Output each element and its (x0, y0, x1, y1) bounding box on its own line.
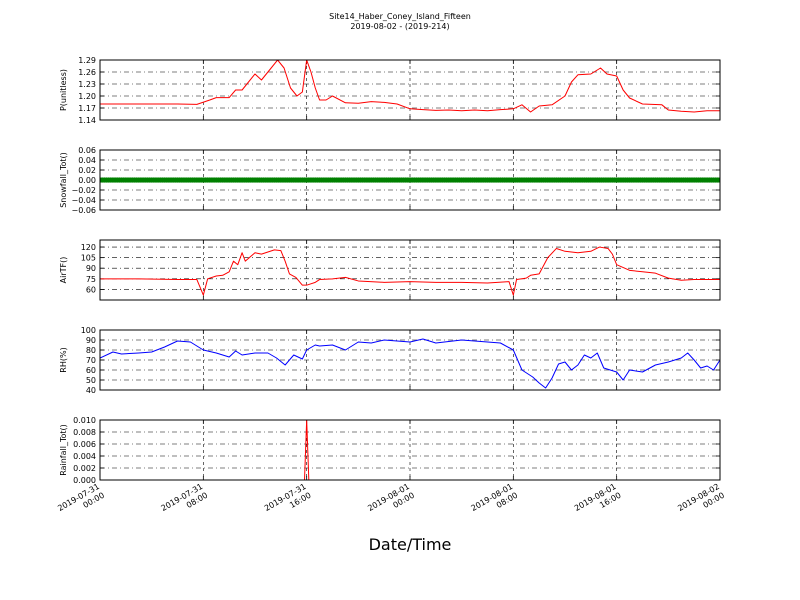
y-tick-label: 1.26 (78, 68, 96, 77)
y-tick-label: 90 (86, 264, 96, 273)
y-tick-label: 1.17 (78, 104, 96, 113)
data-points (100, 177, 720, 183)
figure-title: Site14_Haber_Coney_Island_Fifteen (329, 12, 471, 21)
y-tick-label: 1.14 (78, 116, 96, 125)
panel-2: −0.06−0.04−0.020.000.020.040.06 Snowfall_… (59, 146, 721, 215)
y-tick-label: 105 (81, 254, 96, 263)
plot-panels: 1.14 1.17 1.20 1.23 1.26 1.29 P(unitless) −0.06… (59, 56, 721, 485)
series-line (100, 60, 720, 113)
y-tick-label: 0.002 (73, 464, 96, 473)
y-tick-label: 0.000 (73, 476, 96, 485)
y-tick-label: 60 (86, 366, 96, 375)
plot-frame (99, 239, 721, 301)
series-line (100, 338, 720, 389)
panel-1: 1.14 1.17 1.20 1.23 1.26 1.29 P(unitless) (59, 56, 721, 125)
y-tick-label: 0.008 (73, 428, 96, 437)
plot-frame (99, 149, 721, 211)
y-axis-label: Snowfall_Tot() (59, 152, 68, 208)
data-point (717, 177, 720, 183)
figure-subtitle: 2019-08-02 - (2019-214) (350, 22, 449, 31)
plot-frame (99, 329, 721, 391)
y-tick-label: 0.010 (73, 416, 96, 425)
y-tick-label: 1.20 (78, 92, 96, 101)
y-tick-label: −0.06 (71, 206, 96, 215)
x-axis-label: Date/Time (369, 535, 452, 554)
y-axis-label: P(unitless) (59, 69, 68, 111)
y-tick-label: 0.00 (78, 176, 96, 185)
y-tick-label: 1.23 (78, 80, 96, 89)
panel-5: 0.000 0.002 0.004 0.006 0.008 0.010 Rainfall_T… (59, 416, 721, 485)
y-tick-label: 0.006 (73, 440, 96, 449)
y-tick-label: 80 (86, 346, 96, 355)
y-tick-label: 60 (86, 285, 96, 294)
y-tick-label: −0.02 (71, 186, 96, 195)
y-tick-label: 70 (86, 356, 96, 365)
y-axis-label: Rainfall_Tot() (59, 424, 68, 476)
y-tick-label: 50 (86, 376, 96, 385)
y-tick-label: 0.004 (73, 452, 96, 461)
plot-frame (99, 419, 721, 481)
series-line (100, 246, 720, 296)
y-tick-label: 0.06 (78, 146, 96, 155)
y-tick-label: 75 (86, 275, 96, 284)
y-tick-label: 40 (86, 386, 96, 395)
y-tick-label: 100 (81, 326, 96, 335)
y-tick-label: 120 (81, 243, 96, 252)
y-tick-label: 0.02 (78, 166, 96, 175)
y-tick-label: −0.04 (71, 196, 96, 205)
y-axis-label: RH(%) (59, 347, 68, 372)
y-tick-label: 0.04 (78, 156, 96, 165)
plot-frame (99, 59, 721, 121)
y-tick-label: 90 (86, 336, 96, 345)
y-axis-label: AirTF() (59, 257, 68, 284)
y-tick-label: 1.29 (78, 56, 96, 65)
